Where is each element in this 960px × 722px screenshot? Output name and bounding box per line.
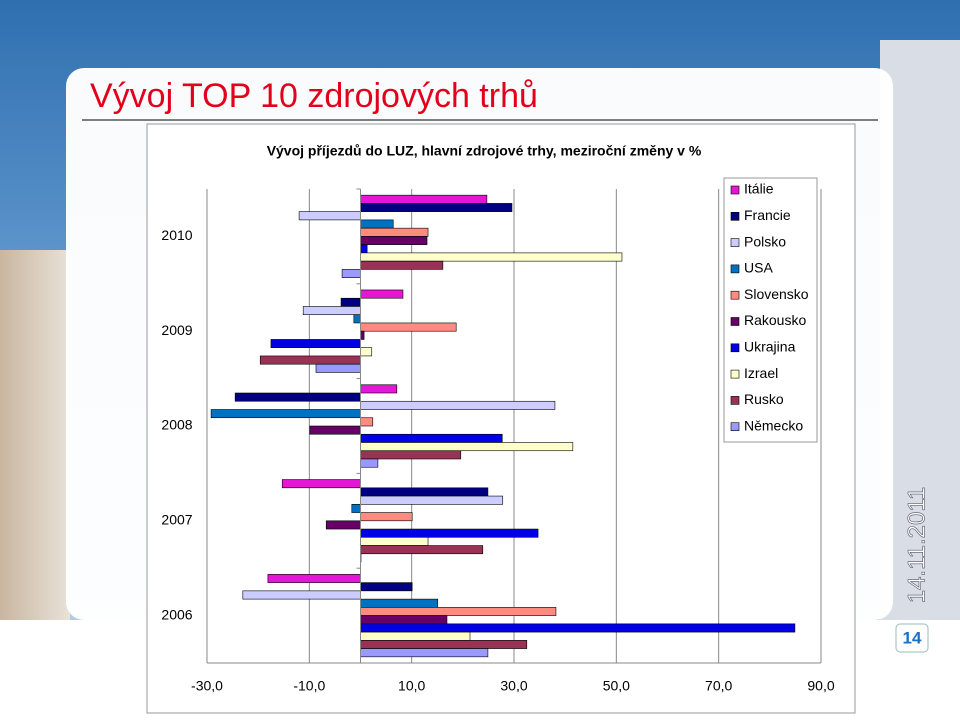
bar <box>360 648 489 658</box>
bar <box>270 339 361 348</box>
bar <box>360 495 504 505</box>
bar <box>234 392 361 402</box>
bar <box>242 590 361 600</box>
bar <box>360 545 484 555</box>
x-tick-label: -30,0 <box>191 678 223 694</box>
bar <box>267 574 361 583</box>
bar <box>298 211 361 221</box>
bar <box>360 487 489 497</box>
legend-label: USA <box>744 260 773 276</box>
legend-label: Slovensko <box>744 286 809 302</box>
bar <box>360 631 471 641</box>
bar <box>360 400 556 410</box>
bar <box>309 425 361 435</box>
bar <box>360 244 368 254</box>
building-left <box>0 250 70 620</box>
bar <box>360 607 557 616</box>
bar <box>259 355 361 365</box>
legend-swatch <box>730 212 740 221</box>
legend-swatch <box>730 343 740 353</box>
bar <box>360 458 379 468</box>
legend-swatch <box>730 317 740 326</box>
legend-label: Německo <box>744 417 803 433</box>
legend-label: Izrael <box>744 365 778 381</box>
bar <box>360 347 373 357</box>
x-tick-label: 50,0 <box>603 678 630 694</box>
y-tick-label: 2009 <box>161 322 192 338</box>
bar <box>351 504 361 513</box>
bar <box>360 260 444 270</box>
bar <box>360 450 462 460</box>
x-tick-label: 10,0 <box>398 678 425 694</box>
legend-label: Francie <box>744 207 791 223</box>
bar <box>353 314 361 324</box>
bar <box>360 252 623 262</box>
legend-swatch <box>730 185 740 195</box>
legend-label: Itálie <box>744 181 774 197</box>
legend-swatch <box>730 396 740 405</box>
x-tick-label: 30,0 <box>500 678 527 694</box>
y-tick-label: 2008 <box>161 417 192 433</box>
bar <box>360 623 796 633</box>
legend-label: Rakousko <box>744 312 806 328</box>
y-tick-label: 2007 <box>161 512 192 528</box>
bar <box>360 219 394 229</box>
legend-swatch <box>730 264 740 274</box>
bar <box>360 528 539 538</box>
legend-swatch <box>730 290 740 300</box>
bar <box>315 363 361 373</box>
bar <box>360 615 448 625</box>
legend-label: Ukrajina <box>744 339 796 355</box>
legend-swatch <box>730 422 740 432</box>
legend-label: Polsko <box>744 233 786 249</box>
legend-swatch <box>730 238 740 247</box>
bar <box>360 330 365 340</box>
legend-label: Rusko <box>744 391 784 407</box>
x-tick-label: -10,0 <box>293 678 325 694</box>
y-tick-label: 2010 <box>161 227 192 243</box>
bar <box>360 442 574 452</box>
bar <box>360 640 528 649</box>
bar <box>360 203 513 212</box>
legend-swatch <box>730 369 740 379</box>
bar <box>281 479 361 489</box>
bar <box>360 236 428 245</box>
bar <box>210 409 361 419</box>
bar <box>302 306 361 316</box>
bar <box>325 520 361 530</box>
bar <box>340 297 361 307</box>
bar <box>341 269 361 278</box>
bar <box>360 536 429 546</box>
chart-title: Vývoj příjezdů do LUZ, hlavní zdrojové t… <box>267 143 702 159</box>
bar <box>360 289 404 299</box>
bar <box>360 384 398 394</box>
bar <box>360 582 413 592</box>
bar <box>360 194 488 204</box>
building-right <box>880 40 960 620</box>
x-tick-label: 70,0 <box>705 678 732 694</box>
page-number-box <box>895 623 929 653</box>
bar <box>360 598 439 608</box>
y-tick-label: 2006 <box>161 606 192 622</box>
bar <box>360 512 413 522</box>
bar <box>360 433 503 443</box>
slide-title: Vývoj TOP 10 zdrojových trhů <box>90 77 538 115</box>
legend-box <box>723 177 818 443</box>
bar <box>360 417 374 427</box>
plot: -30,0 -10,0 10,0 30,0 50,0 70,0 90,0 2010 2009 20… <box>161 177 835 694</box>
page-number: 14 <box>903 628 922 647</box>
slide-date: 14.11.2011 <box>903 487 930 604</box>
bar <box>360 322 457 332</box>
bar <box>360 227 429 237</box>
x-tick-label: 90,0 <box>807 678 834 694</box>
